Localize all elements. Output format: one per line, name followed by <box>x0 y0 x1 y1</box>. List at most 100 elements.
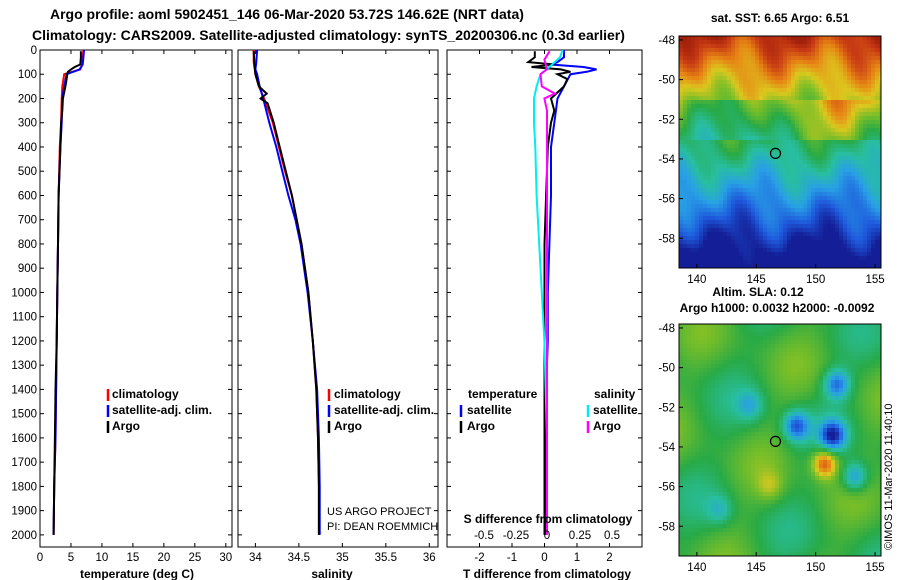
project-credit: US ARGO PROJECT <box>327 506 432 518</box>
x-tick-label: 30 <box>219 552 232 564</box>
y-tick-label: 1900 <box>11 506 37 518</box>
x-tick-label: 2 <box>606 552 612 564</box>
legend-climatology: climatology <box>112 387 179 401</box>
sla-argo-float-marker <box>769 435 782 447</box>
y-tick-label: 1000 <box>11 287 37 299</box>
x-tick-label: 25 <box>188 552 201 564</box>
map-x-tick-label: 150 <box>806 274 825 286</box>
x-tick-label: 1 <box>574 552 580 564</box>
axis-ticks: 0100200300400500600700800900100011001200… <box>11 45 642 564</box>
sla-map-axis-ticks: 140 145 150 155 -48 -50 -52 -54 -56 -58 <box>658 323 884 574</box>
y-tick-label: 1700 <box>11 457 37 469</box>
pi-credit: PI: DEAN ROEMMICH <box>327 521 438 533</box>
sla-map-title-1: Altim. SLA: 0.12 <box>712 285 804 299</box>
s-tick-0.5: 0.5 <box>604 530 620 542</box>
salinity-plot-frame <box>237 49 439 548</box>
y-tick-label: 900 <box>18 263 37 275</box>
map-y-tick-label: -58 <box>658 233 675 245</box>
sla-map-title-2: Argo h1000: 0.0032 h2000: -0.0092 <box>680 301 875 315</box>
diff-legend-t-satellite: satellite <box>467 403 512 417</box>
map-x-tick-label: 145 <box>747 562 766 574</box>
x-tick-label: 0 <box>37 552 43 564</box>
s-tick-0: 0 <box>544 530 550 542</box>
y-tick-label: 600 <box>18 190 37 202</box>
x-tick-label: 34.5 <box>288 552 310 564</box>
y-tick-label: 800 <box>18 239 37 251</box>
map-y-tick-label: -52 <box>658 402 675 414</box>
series-satellite-adj-clim- <box>254 50 321 535</box>
map-x-tick-label: 140 <box>687 274 706 286</box>
x-tick-label: 34 <box>249 552 262 564</box>
sal-legend-argo: Argo <box>334 419 362 433</box>
x-tick-label: 15 <box>127 552 140 564</box>
s-difference-axis-label: S difference from climatology <box>464 512 633 526</box>
y-tick-label: 2000 <box>11 530 37 542</box>
difference-axis-label: T difference from climatology <box>463 567 631 580</box>
map-y-tick-label: -52 <box>658 114 675 126</box>
sla-map-frame <box>678 323 882 557</box>
y-tick-label: 300 <box>18 118 37 130</box>
map-y-tick-label: -58 <box>658 521 675 533</box>
imos-timestamp: ©IMOS 11-Mar-2020 11:40:10 <box>883 404 895 551</box>
y-tick-label: 100 <box>18 69 37 81</box>
y-tick-label: 0 <box>31 45 37 57</box>
map-y-tick-label: -48 <box>658 323 675 335</box>
x-tick-label: 35.5 <box>375 552 397 564</box>
map-x-tick-label: 155 <box>865 562 884 574</box>
y-tick-label: 1300 <box>11 360 37 372</box>
y-tick-label: 1800 <box>11 481 37 493</box>
map-y-tick-label: -50 <box>658 75 675 87</box>
sst-map-title: sat. SST: 6.65 Argo: 6.51 <box>711 11 850 25</box>
diff-legend-t-argo: Argo <box>467 419 495 433</box>
sst-map-image <box>679 36 881 268</box>
diff-legend-salinity-heading: salinity <box>594 387 636 401</box>
y-tick-label: 200 <box>18 93 37 105</box>
series-t-satellite <box>545 50 597 535</box>
map-x-tick-label: 155 <box>865 274 884 286</box>
profile-lines <box>52 50 597 535</box>
x-tick-label: 20 <box>157 552 170 564</box>
x-tick-label: -1 <box>507 552 517 564</box>
header-line-2: Climatology: CARS2009. Satellite-adjuste… <box>32 27 625 43</box>
map-x-tick-label: 150 <box>806 562 825 574</box>
diff-legend-temperature-heading: temperature <box>468 387 538 401</box>
y-tick-label: 700 <box>18 215 37 227</box>
y-tick-label: 1200 <box>11 336 37 348</box>
x-tick-label: 0 <box>541 552 547 564</box>
s-difference-tick-labels: -0.5 -0.25 0 0.25 0.5 <box>474 530 620 542</box>
x-tick-label: 5 <box>68 552 74 564</box>
header-line-1: Argo profile: aoml 5902451_146 06-Mar-20… <box>50 6 524 22</box>
map-y-tick-label: -54 <box>658 154 675 166</box>
diff-legend-s-argo: Argo <box>593 419 621 433</box>
s-tick-neg-0.25: -0.25 <box>503 530 529 542</box>
y-tick-label: 400 <box>18 142 37 154</box>
x-tick-label: -2 <box>474 552 484 564</box>
y-tick-label: 1100 <box>12 312 37 324</box>
sst-map-frame <box>678 35 882 269</box>
temperature-plot-frame <box>39 49 233 548</box>
series-argo <box>52 51 82 535</box>
x-tick-label: 35 <box>336 552 349 564</box>
sal-legend-climatology: climatology <box>334 387 401 401</box>
temperature-legend: climatology satellite-adj. clim. Argo <box>106 387 212 433</box>
map-x-tick-label: 145 <box>747 274 766 286</box>
difference-legend: temperature satellite Argo salinity sate… <box>459 387 638 433</box>
sla-map-image <box>679 324 881 556</box>
s-tick-0.25: 0.25 <box>569 530 591 542</box>
sst-argo-float-marker <box>769 147 782 159</box>
diff-legend-s-satellite: satellite <box>593 403 638 417</box>
salinity-axis-label: salinity <box>311 567 353 580</box>
map-y-tick-label: -56 <box>658 194 675 206</box>
legend-argo: Argo <box>112 419 140 433</box>
sst-map-axis-ticks: 140 145 150 155 -48 -50 -52 -54 -56 -58 <box>658 35 884 286</box>
x-tick-label: 10 <box>96 552 109 564</box>
series-argo <box>252 51 320 535</box>
sal-legend-satellite: satellite-adj. clim. <box>334 403 434 417</box>
legend-satellite: satellite-adj. clim. <box>112 403 212 417</box>
y-tick-label: 1500 <box>11 409 37 421</box>
map-y-tick-label: -54 <box>658 442 675 454</box>
series-s-argo <box>539 50 557 535</box>
y-tick-label: 500 <box>18 166 37 178</box>
map-x-tick-label: 140 <box>687 562 706 574</box>
